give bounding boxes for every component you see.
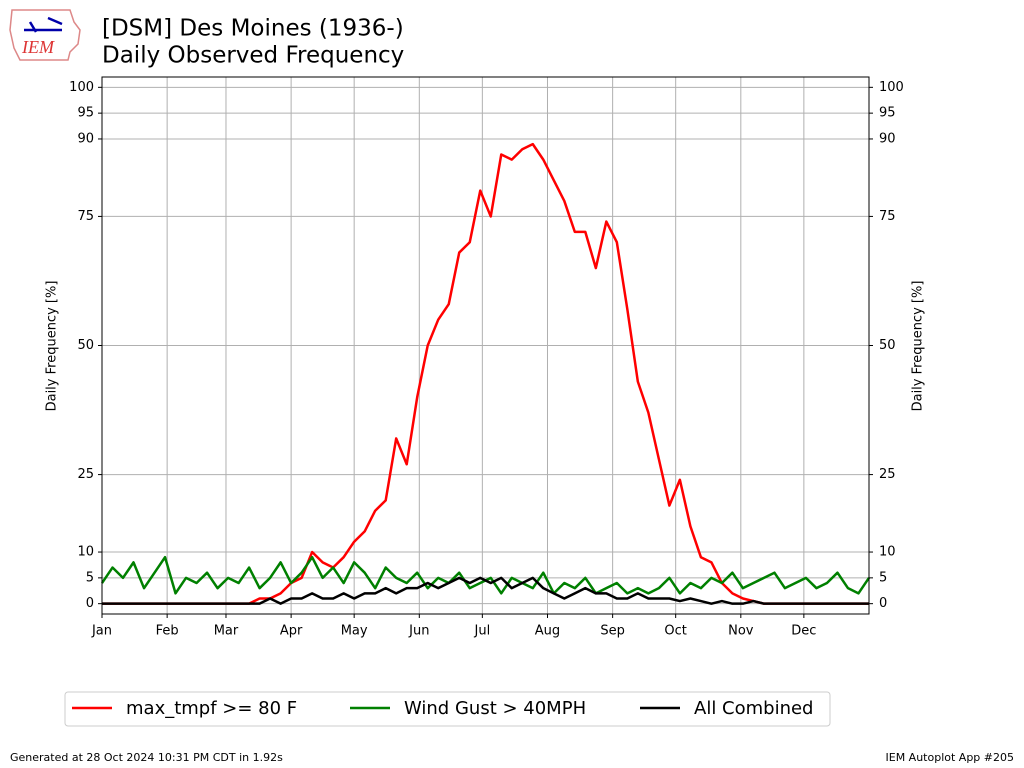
y2-tick-label: 50 (879, 338, 896, 353)
y-tick-label: 25 (77, 467, 94, 482)
y2-axis-label: Daily Frequency [%] (911, 281, 926, 412)
y2-tick-label: 90 (879, 131, 896, 146)
y-tick-label: 10 (77, 545, 94, 560)
y-tick-label: 0 (86, 596, 94, 611)
legend-label: All Combined (694, 698, 814, 719)
x-tick-label: Feb (156, 624, 179, 639)
y-axis-label: Daily Frequency [%] (45, 281, 60, 412)
series-line (102, 142, 869, 605)
legend-label: Wind Gust > 40MPH (404, 698, 586, 719)
logo: IEM (9, 9, 81, 61)
y2-tick-label: 75 (879, 209, 896, 224)
y-tick-label: 50 (77, 338, 94, 353)
legend-label: max_tmpf >= 80 F (126, 698, 297, 719)
series-line (100, 555, 871, 595)
x-tick-label: Sep (600, 624, 625, 639)
y2-tick-label: 25 (879, 467, 896, 482)
x-tick-label: Oct (664, 624, 686, 639)
y2-tick-label: 100 (879, 80, 904, 95)
x-tick-label: Aug (535, 624, 560, 639)
logo-text: IEM (21, 37, 55, 57)
plot-frame (101, 76, 870, 615)
x-tick-label: Apr (280, 624, 303, 639)
footer-left: Generated at 28 Oct 2024 10:31 PM CDT in… (10, 751, 283, 764)
y-tick-label: 100 (69, 80, 94, 95)
x-tick-label: Dec (791, 624, 816, 639)
x-tick-label: Nov (728, 624, 754, 639)
legend-box (64, 691, 831, 727)
y2-tick-label: 0 (879, 596, 887, 611)
x-tick-label: Mar (214, 624, 239, 639)
chart-title: [DSM] Des Moines (1936-) (102, 16, 404, 42)
series-line (102, 576, 869, 605)
x-tick-label: Jan (91, 624, 112, 639)
y-tick-label: 90 (77, 131, 94, 146)
y-tick-label: 5 (86, 570, 94, 585)
y-tick-label: 95 (77, 106, 94, 121)
y2-tick-label: 10 (879, 545, 896, 560)
chart-subtitle: Daily Observed Frequency (102, 43, 404, 69)
footer-right: IEM Autoplot App #205 (886, 751, 1015, 764)
y2-tick-label: 95 (879, 106, 896, 121)
x-tick-label: Jun (408, 624, 429, 639)
y-tick-label: 75 (77, 209, 94, 224)
y2-tick-label: 5 (879, 570, 887, 585)
x-tick-label: May (341, 624, 368, 639)
x-tick-label: Jul (474, 624, 491, 639)
